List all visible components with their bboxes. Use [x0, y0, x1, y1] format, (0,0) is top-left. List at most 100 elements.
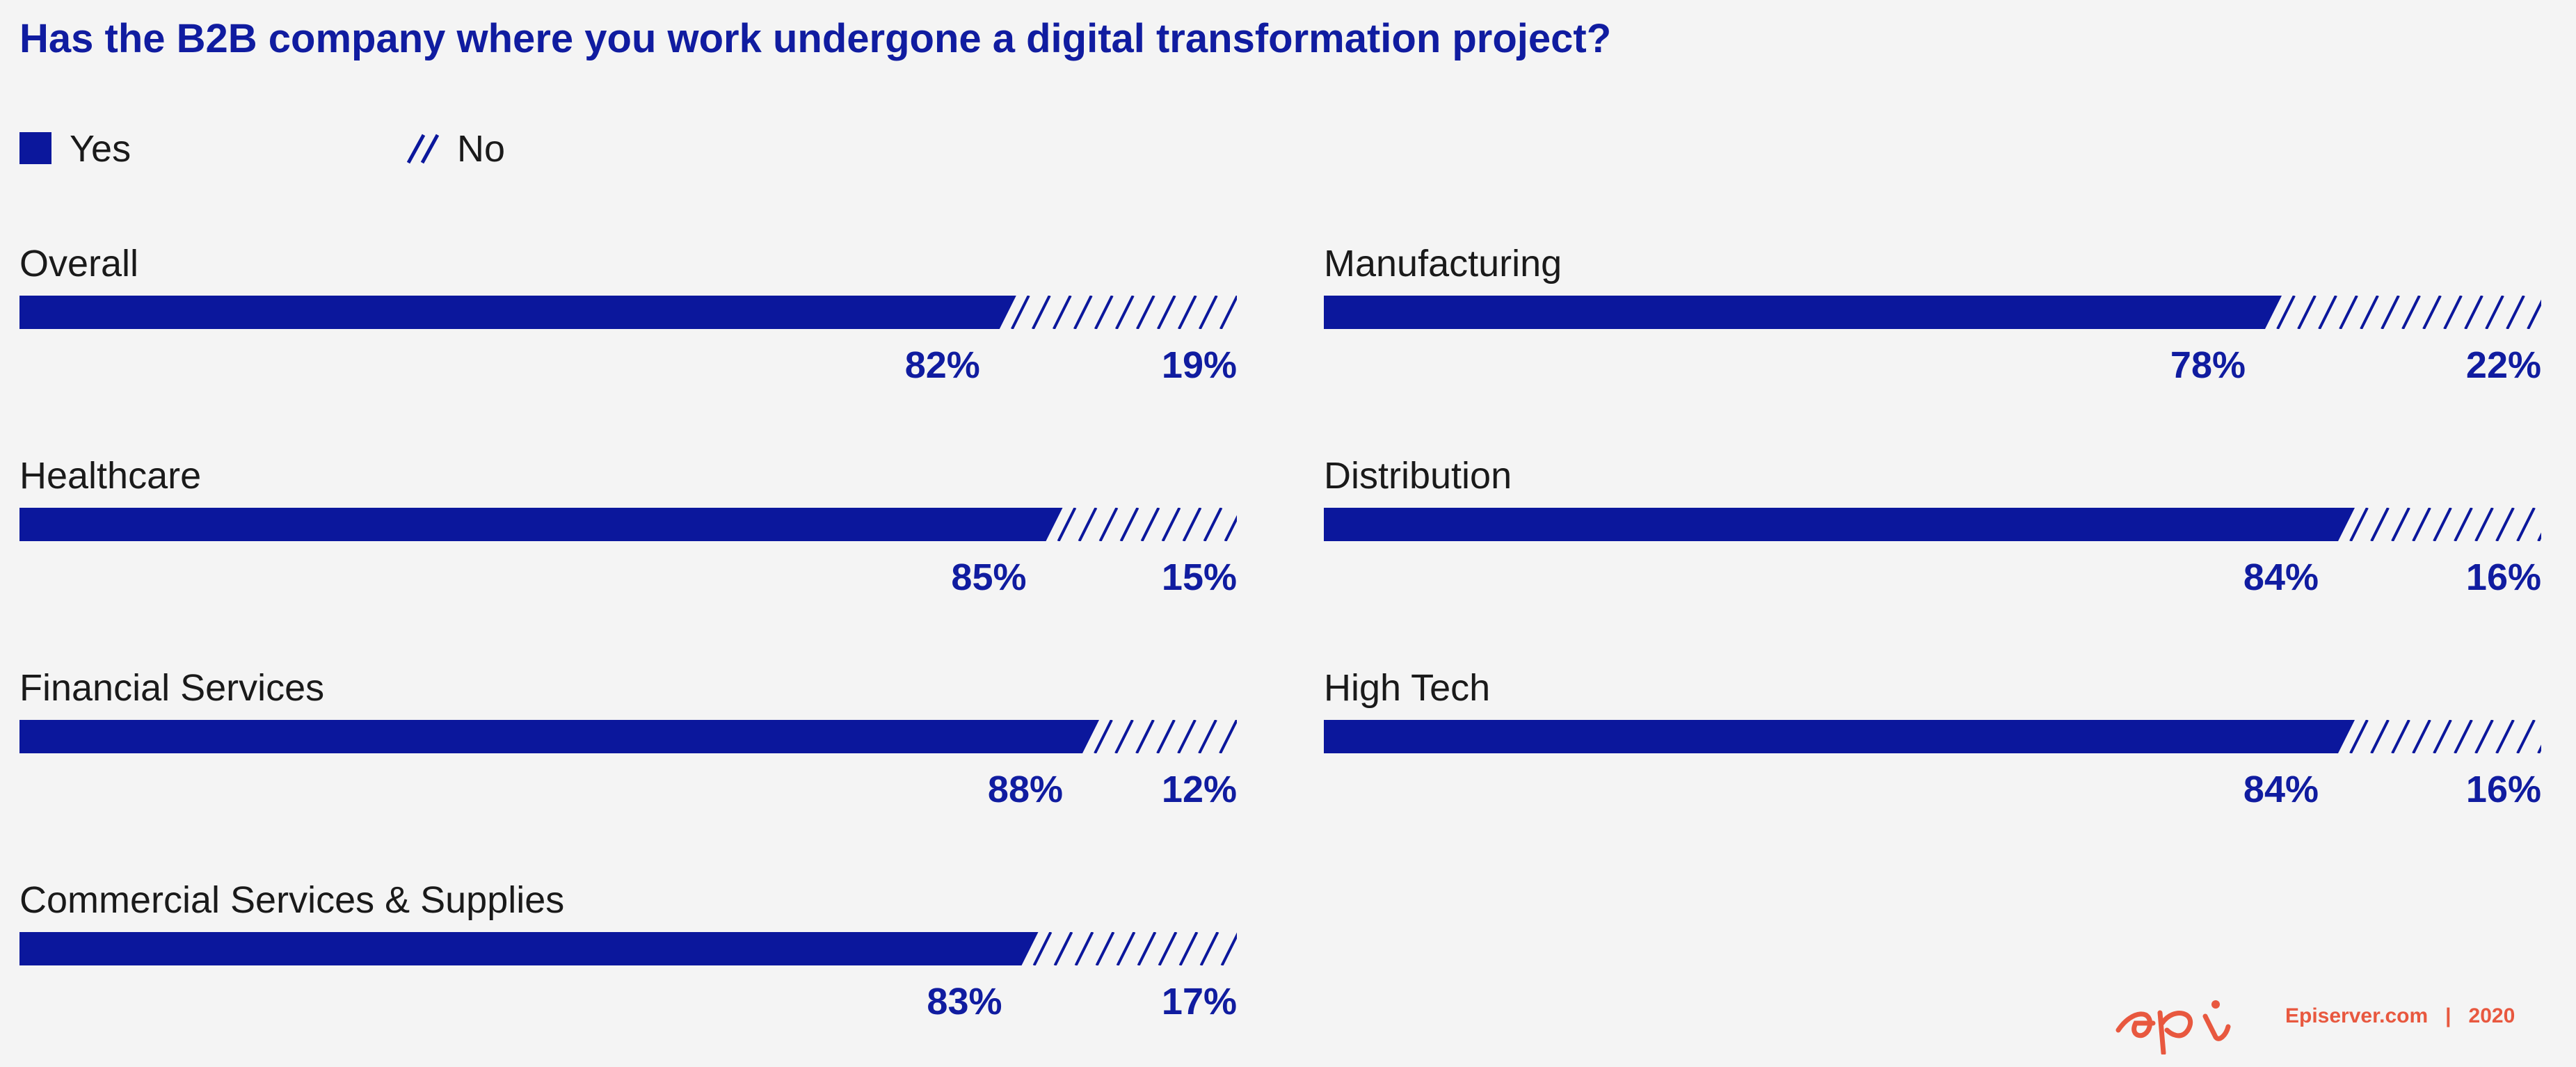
- hatch-line: [1094, 296, 1114, 329]
- bar-track: [19, 720, 1237, 753]
- value-label-yes: 83%: [927, 981, 1002, 1022]
- hatch-line: [2422, 296, 2442, 329]
- hatch-line: [1177, 720, 1197, 753]
- footer-year: 2020: [2468, 1004, 2515, 1027]
- footer: Episerver.com | 2020: [2111, 992, 2557, 1054]
- hatch-line: [1135, 720, 1155, 753]
- bar-panel: Overall 82% 19%: [19, 240, 1237, 428]
- hatch-line: [2318, 296, 2337, 329]
- hatch-line: [1182, 508, 1202, 541]
- hatch-line: [2537, 744, 2541, 753]
- hatch-line: [2297, 296, 2317, 329]
- hatch-line: [1219, 720, 1237, 753]
- hatch-line: [1158, 932, 1178, 965]
- hatch-line: [1053, 932, 1073, 965]
- value-label-no: 16%: [2465, 769, 2541, 810]
- legend-swatch-no: [407, 134, 439, 164]
- hatch-line: [1115, 296, 1135, 329]
- hatch-line: [1137, 932, 1157, 965]
- bar-yes-segment: [1324, 720, 2355, 753]
- hatch-line: [2391, 508, 2410, 541]
- category-label: Distribution: [1324, 455, 1512, 497]
- legend-label-yes: Yes: [70, 128, 131, 170]
- value-label-no: 19%: [1161, 344, 1237, 386]
- value-label-yes: 82%: [904, 344, 980, 386]
- hatch-line: [1116, 932, 1136, 965]
- bar-no-segment: [2328, 720, 2541, 753]
- hatch-line: [1094, 720, 1113, 753]
- hatch-line: [2276, 296, 2296, 329]
- value-label-no: 16%: [2465, 556, 2541, 598]
- value-label-no: 12%: [1161, 769, 1237, 810]
- hatch-line: [1095, 932, 1115, 965]
- hatch-line: [2443, 296, 2463, 329]
- bar-no-segment: [1036, 508, 1237, 541]
- hatch-line: [2370, 508, 2390, 541]
- bar-yes-segment: [19, 932, 1039, 965]
- hatch-line: [2433, 508, 2452, 541]
- bar-no-segment: [1073, 720, 1237, 753]
- hatch-line: [1114, 720, 1134, 753]
- value-label-yes: 88%: [987, 769, 1063, 810]
- hatch-line: [1098, 508, 1119, 541]
- hatch-line: [1140, 508, 1160, 541]
- hatch-line: [2537, 532, 2541, 541]
- hatch-line: [2516, 508, 2536, 541]
- hatch-line: [2454, 720, 2473, 753]
- hatch-line: [2516, 720, 2536, 753]
- hatch-line: [1053, 296, 1072, 329]
- hatch-line: [1032, 932, 1053, 965]
- bar-track: [19, 932, 1237, 965]
- hatch-line: [2474, 720, 2494, 753]
- bar-no-segment: [2328, 508, 2541, 541]
- bar-yes-segment: [19, 296, 1016, 329]
- chart-title: Has the B2B company where you work under…: [19, 16, 1612, 61]
- hatch-line: [2464, 296, 2483, 329]
- bar-panel: Distribution 84% 16%: [1324, 452, 2541, 640]
- legend-item-yes: Yes: [19, 127, 159, 171]
- footer-separator: |: [2433, 1004, 2463, 1027]
- bar-track: [19, 508, 1237, 541]
- hatch-line: [2485, 296, 2504, 329]
- hatch-line: [1178, 296, 1197, 329]
- category-label: Overall: [19, 243, 139, 284]
- bar-no-segment: [2255, 296, 2541, 329]
- bar-no-segment: [990, 296, 1237, 329]
- bar-panel: Financial Services 88% 12%: [19, 664, 1237, 852]
- bar-yes-segment: [19, 508, 1063, 541]
- hatch-line: [2412, 720, 2431, 753]
- bar-panel: Healthcare 85% 15%: [19, 452, 1237, 640]
- hatch-line: [1157, 296, 1176, 329]
- hatch-line: [1219, 296, 1237, 329]
- hatch-line: [1032, 296, 1051, 329]
- value-label-yes: 84%: [2243, 769, 2319, 810]
- hatch-line: [2527, 299, 2541, 329]
- bar-yes-segment: [1324, 508, 2355, 541]
- hatch-line: [2360, 296, 2379, 329]
- hatch-line: [1224, 515, 1237, 541]
- legend-label-no: No: [457, 128, 506, 170]
- hatch-line: [1078, 508, 1098, 541]
- category-label: High Tech: [1324, 667, 1491, 709]
- bar-panel: High Tech 84% 16%: [1324, 664, 2541, 852]
- hatch-line: [1199, 932, 1219, 965]
- value-label-no: 22%: [2465, 344, 2541, 386]
- hatch-line: [1136, 296, 1155, 329]
- value-label-yes: 78%: [2170, 344, 2246, 386]
- hatch-line: [2495, 720, 2515, 753]
- value-label-no: 15%: [1161, 556, 1237, 598]
- hatch-line: [1178, 932, 1199, 965]
- category-label: Financial Services: [19, 667, 325, 709]
- hatch-line: [1073, 296, 1093, 329]
- value-label-no: 17%: [1161, 981, 1237, 1022]
- hatch-line: [2433, 720, 2452, 753]
- bar-panel: Commercial Services & Supplies 83% 17%: [19, 876, 1237, 1064]
- legend-swatch-yes: [19, 132, 51, 164]
- hatch-line: [1011, 296, 1030, 329]
- hatch-line: [1198, 720, 1217, 753]
- category-label: Commercial Services & Supplies: [19, 879, 565, 921]
- hatch-line: [2401, 296, 2421, 329]
- hatch-line: [2339, 296, 2358, 329]
- bar-no-segment: [1011, 932, 1237, 965]
- category-label: Healthcare: [19, 455, 202, 497]
